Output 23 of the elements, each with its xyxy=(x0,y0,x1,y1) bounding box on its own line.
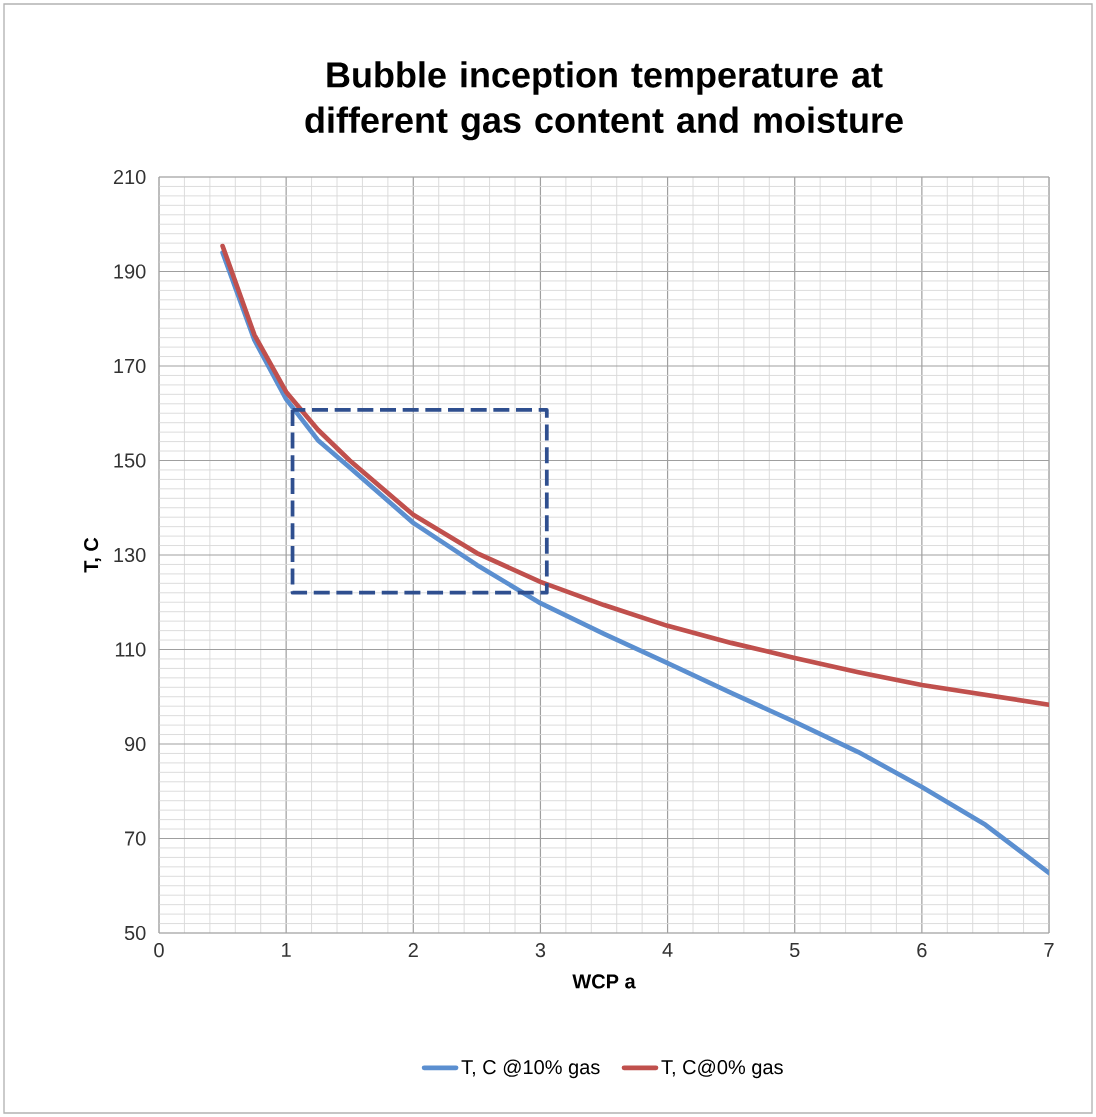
chart-title: Bubble inception temperature at different gas content and moisture xyxy=(305,61,903,141)
y-tick-label: 50 xyxy=(124,925,146,941)
x-axis-title: WCP a xyxy=(572,974,636,989)
x-tick-label: 4 xyxy=(662,943,673,957)
y-tick-label: 170 xyxy=(114,358,146,374)
line-series xyxy=(220,250,1050,876)
legend-label: T, C @10% gas xyxy=(461,1059,600,1079)
y-tick-label: 110 xyxy=(115,642,146,657)
y-tick-label: 210 xyxy=(113,169,146,185)
y-axis-title: T, C xyxy=(84,537,102,573)
y-tick-label: 70 xyxy=(125,831,146,846)
legend-label: T, C@0% gas xyxy=(661,1059,783,1079)
x-tick-label: 3 xyxy=(535,943,546,958)
y-tick-label: 150 xyxy=(114,453,146,468)
x-tick-label: 6 xyxy=(917,943,927,958)
y-tick-label: 130 xyxy=(114,547,146,563)
x-tick-label: 0 xyxy=(154,943,164,958)
y-tick-label: 90 xyxy=(124,736,146,752)
y-tick-label: 190 xyxy=(114,264,146,279)
x-tick-label: 2 xyxy=(408,943,418,958)
x-tick-label: 5 xyxy=(789,943,800,957)
x-tick-label: 7 xyxy=(1044,943,1054,957)
x-tick-label: 1 xyxy=(282,943,291,957)
